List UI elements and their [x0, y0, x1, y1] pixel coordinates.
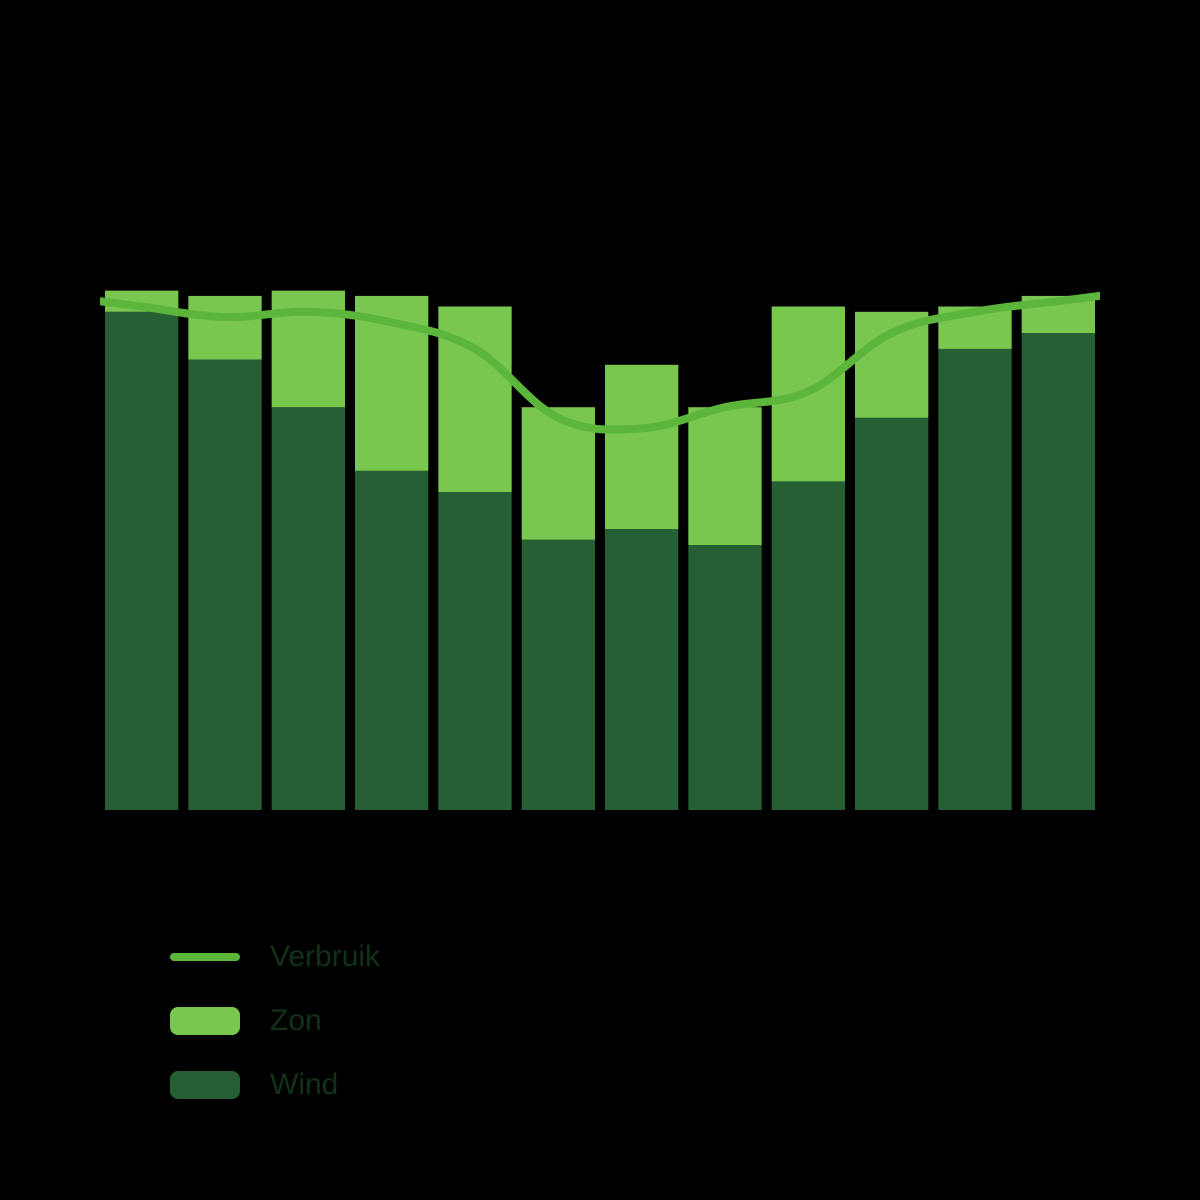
bar-wind [1022, 333, 1095, 810]
legend-label: Wind [270, 1068, 338, 1102]
bar-zon [188, 296, 261, 360]
bar-wind [438, 492, 511, 810]
page: Verbruik Zon Wind [0, 0, 1200, 1200]
bar-zon [605, 365, 678, 529]
bar-wind [355, 471, 428, 810]
legend-item-wind: Wind [170, 1068, 380, 1102]
bar-wind [188, 360, 261, 811]
legend: Verbruik Zon Wind [170, 940, 380, 1102]
bar-wind [855, 418, 928, 810]
bar-wind [272, 407, 345, 810]
chart-svg [100, 280, 1100, 810]
bar-wind [938, 349, 1011, 810]
legend-swatch-block [170, 1071, 240, 1099]
bar-wind [522, 540, 595, 810]
legend-label: Verbruik [270, 940, 380, 974]
bar-wind [772, 481, 845, 810]
bar-zon [688, 407, 761, 545]
legend-swatch-line [170, 953, 240, 961]
legend-item-verbruik: Verbruik [170, 940, 380, 974]
bar-wind [105, 312, 178, 810]
bar-zon [855, 312, 928, 418]
legend-swatch-block [170, 1007, 240, 1035]
energy-stacked-chart [100, 280, 1100, 810]
bar-wind [605, 529, 678, 810]
bar-wind [688, 545, 761, 810]
legend-label: Zon [270, 1004, 322, 1038]
legend-item-zon: Zon [170, 1004, 380, 1038]
